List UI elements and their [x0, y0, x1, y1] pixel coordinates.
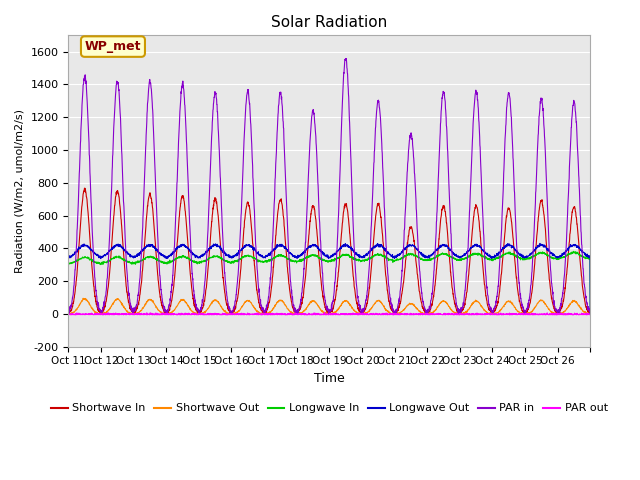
Text: WP_met: WP_met — [84, 40, 141, 53]
X-axis label: Time: Time — [314, 372, 345, 385]
Title: Solar Radiation: Solar Radiation — [271, 15, 387, 30]
Legend: Shortwave In, Shortwave Out, Longwave In, Longwave Out, PAR in, PAR out: Shortwave In, Shortwave Out, Longwave In… — [47, 399, 612, 418]
Y-axis label: Radiation (W/m2, umol/m2/s): Radiation (W/m2, umol/m2/s) — [15, 109, 25, 273]
